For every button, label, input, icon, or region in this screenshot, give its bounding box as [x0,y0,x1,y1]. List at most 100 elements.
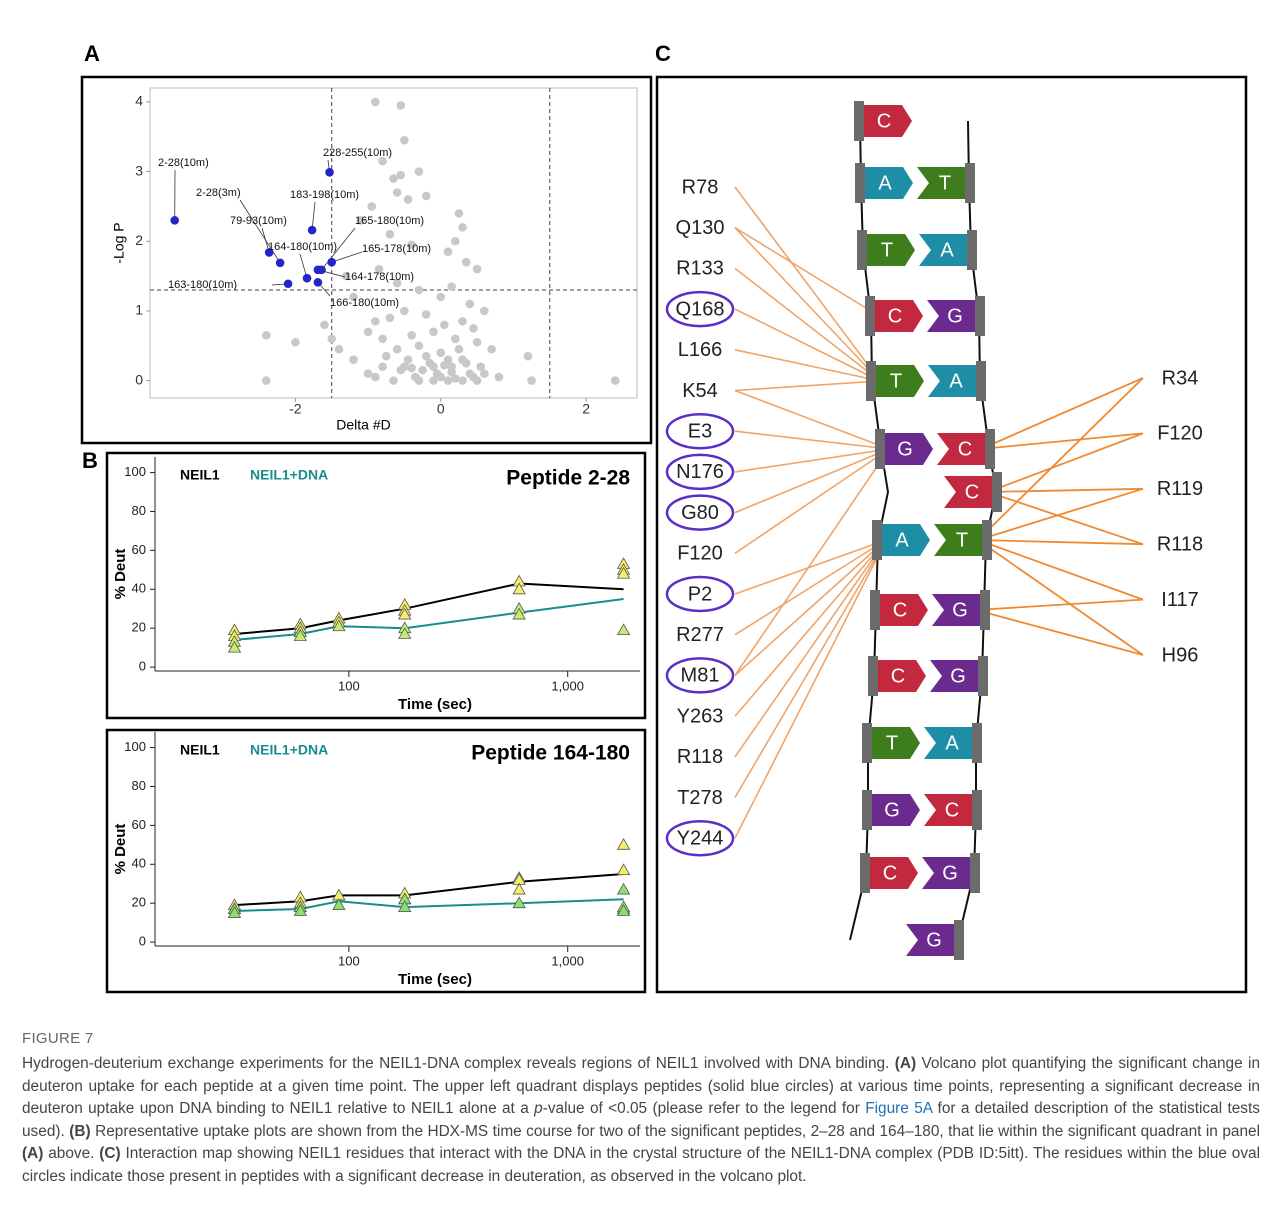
label-leader [331,251,363,263]
point [291,337,300,347]
point [371,372,380,382]
contact-line [734,448,890,514]
residue-oval [665,412,735,450]
point [313,265,323,275]
backbone-cap [985,429,995,469]
point [392,344,402,354]
base [917,167,965,199]
point [396,170,406,180]
x-tick-label: 100 [338,678,360,693]
residue-label: R277 [676,624,724,646]
point [371,97,380,107]
point [450,374,460,383]
point [327,334,337,344]
residue-label: R78 [682,176,719,198]
point [440,360,449,370]
residue-oval [665,657,735,694]
base [864,105,912,137]
y-tick-label: 0 [139,934,146,949]
point [320,320,329,330]
contact-line [734,267,881,382]
point [371,317,380,326]
base-letter: G [952,599,968,621]
panel-a-frame [80,75,653,445]
base [876,365,924,397]
point [327,257,337,267]
point [447,282,456,291]
label-leader [311,201,316,231]
replicate-marker [512,607,526,620]
replicate-marker [616,882,631,895]
panel-label: A [84,41,100,66]
replicate-marker [512,882,526,895]
point [400,362,409,371]
point [458,376,467,385]
residue-label: Y244 [677,827,724,849]
base [930,660,978,692]
backbone-cap [860,853,870,893]
backbone-cap [982,520,992,560]
point [374,264,384,274]
residue-label: G80 [681,502,719,524]
backbone-cap [972,790,982,830]
base [865,167,913,199]
contact-line [977,539,1144,656]
base-letter: C [888,305,902,327]
base-letter: G [884,799,900,821]
replicate-marker [512,896,526,909]
contact-line [734,227,880,317]
contact-line [977,487,1144,541]
y-tick-label: 4 [135,93,143,109]
point [378,156,387,166]
series-line [234,898,624,912]
base [906,924,954,956]
base-letter: C [883,862,897,884]
point [429,327,438,337]
residue-label: Q130 [676,217,725,239]
residue-label: E3 [688,420,712,442]
backbone-cap [970,853,980,893]
y-tick-label: 3 [135,162,143,178]
residue-label: K54 [682,380,718,402]
backbone-cap [954,920,964,960]
base [880,594,928,626]
point [341,271,351,281]
contact-line [980,432,1144,450]
point [407,240,416,250]
base-letter: T [956,529,968,551]
backbone-cap [967,230,977,270]
point [396,101,406,110]
residue-label: F120 [1157,423,1203,445]
point [476,362,486,371]
y-axis-label: -Log P [111,222,127,263]
point [480,369,489,378]
point [414,341,424,351]
residue-oval [665,290,735,328]
y-tick-label: 0 [135,371,143,387]
legend-entry: NEIL1+DNA [250,742,328,758]
base [932,594,980,626]
x-axis-label: Time (sec) [398,971,472,988]
point [392,188,402,197]
base [922,857,970,889]
label-leader [317,269,346,278]
replicate-marker [227,906,242,918]
point [403,355,413,364]
point-label: 163-180(10m) [168,279,237,291]
point-label: 166-180(10m) [330,297,399,309]
contact-line [980,377,1144,450]
contact-line [977,539,1144,546]
replicate-marker [293,904,308,916]
base-letter: G [926,929,942,951]
caption-link[interactable]: Figure 5A [865,1100,933,1118]
y-tick-label: 80 [132,778,146,793]
residue-label: R118 [677,746,723,768]
point [487,344,496,354]
base-letter: G [947,305,963,327]
contact-line [734,380,881,392]
point [261,376,271,385]
base [934,524,982,556]
contact-line [734,448,890,473]
point [325,167,334,177]
